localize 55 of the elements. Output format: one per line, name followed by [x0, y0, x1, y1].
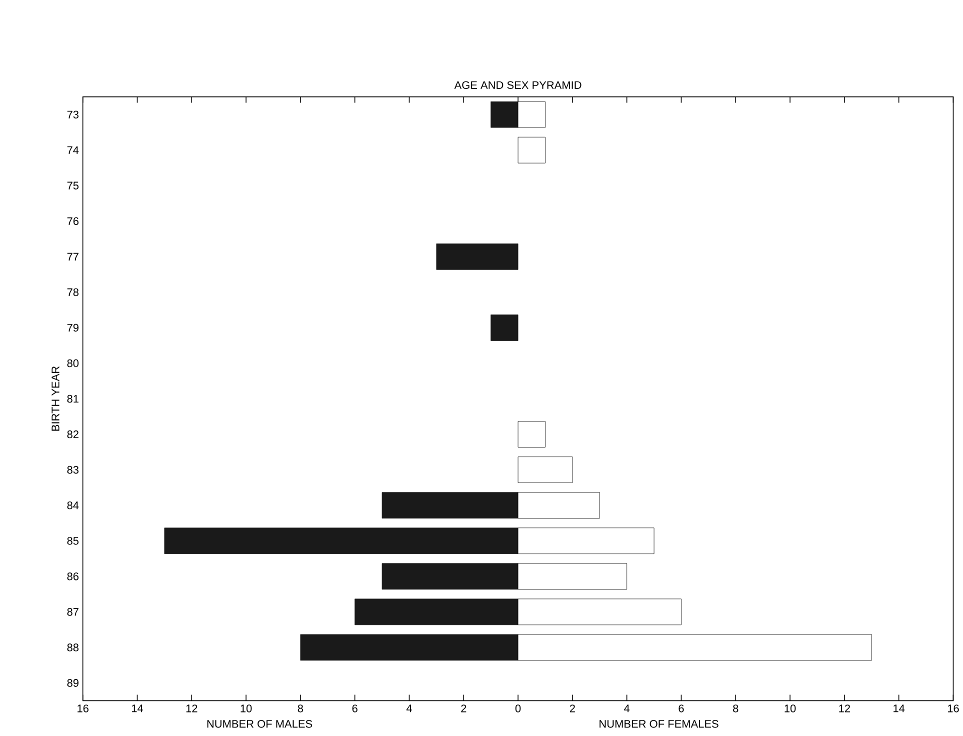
x-tick-label: 14: [894, 704, 905, 712]
y-tick-label: 83: [67, 466, 79, 474]
x-tick-label: 16: [78, 704, 88, 713]
y-tick-label: 86: [67, 572, 79, 580]
y-tick-label: 88: [67, 644, 79, 652]
x-tick-label: 12: [186, 704, 198, 712]
text: NUMBER OF FEMALES: [600, 720, 718, 728]
bar: [518, 598, 682, 626]
x-tick-label: 12: [839, 704, 850, 712]
x-tick-label: 2: [461, 704, 466, 712]
x-tick-label: 10: [240, 704, 252, 713]
y-tick-label: 84: [67, 502, 79, 510]
y-tick-label: 81: [67, 395, 78, 403]
bar: [518, 634, 872, 661]
x-tick-label: 10: [784, 704, 796, 713]
bar: [490, 314, 518, 342]
bar: [518, 456, 573, 484]
bar: [300, 634, 518, 661]
x-tick-label: 6: [352, 704, 358, 713]
text: NUMBER OF MALES: [207, 720, 312, 728]
bar: [518, 421, 546, 448]
y-tick-label: 79: [67, 324, 78, 332]
x-tick-label: 4: [406, 704, 412, 712]
y-tick-label: 80: [67, 360, 79, 368]
x-tick-label: 8: [298, 704, 304, 713]
x-tick-label: 2: [570, 704, 575, 712]
y-tick-label: 74: [67, 146, 79, 154]
bar: [354, 598, 518, 626]
y-tick-label: 75: [67, 182, 79, 190]
x-tick-label: 14: [132, 704, 144, 712]
bar: [382, 492, 518, 519]
bar: [518, 528, 654, 554]
y-tick-label: 87: [67, 608, 78, 616]
x-tick-label: 4: [624, 704, 630, 712]
bar: [518, 563, 628, 590]
y-tick-label: 82: [67, 430, 78, 438]
bar: [164, 528, 518, 554]
x-tick-label: 16: [948, 704, 959, 713]
bar: [518, 492, 600, 519]
bar: [518, 102, 546, 128]
y-tick-label: 85: [67, 537, 79, 545]
y-axis-title: BIRTH YEAR: [52, 366, 60, 431]
bar: [436, 244, 518, 270]
y-tick-label: 76: [67, 217, 79, 226]
bar: [382, 563, 518, 590]
chart-title: AGE AND SEX PYRAMID: [454, 81, 582, 90]
y-tick-label: 78: [67, 288, 79, 296]
y-tick-label: 77: [67, 253, 78, 261]
x-tick-label: 0: [515, 704, 521, 713]
y-tick-label: 89: [67, 679, 78, 688]
x-tick-label: 6: [678, 704, 684, 713]
bar: [490, 102, 518, 128]
y-tick-label: 73: [67, 110, 79, 119]
bar: [518, 137, 546, 164]
x-tick-label: 8: [733, 704, 738, 713]
